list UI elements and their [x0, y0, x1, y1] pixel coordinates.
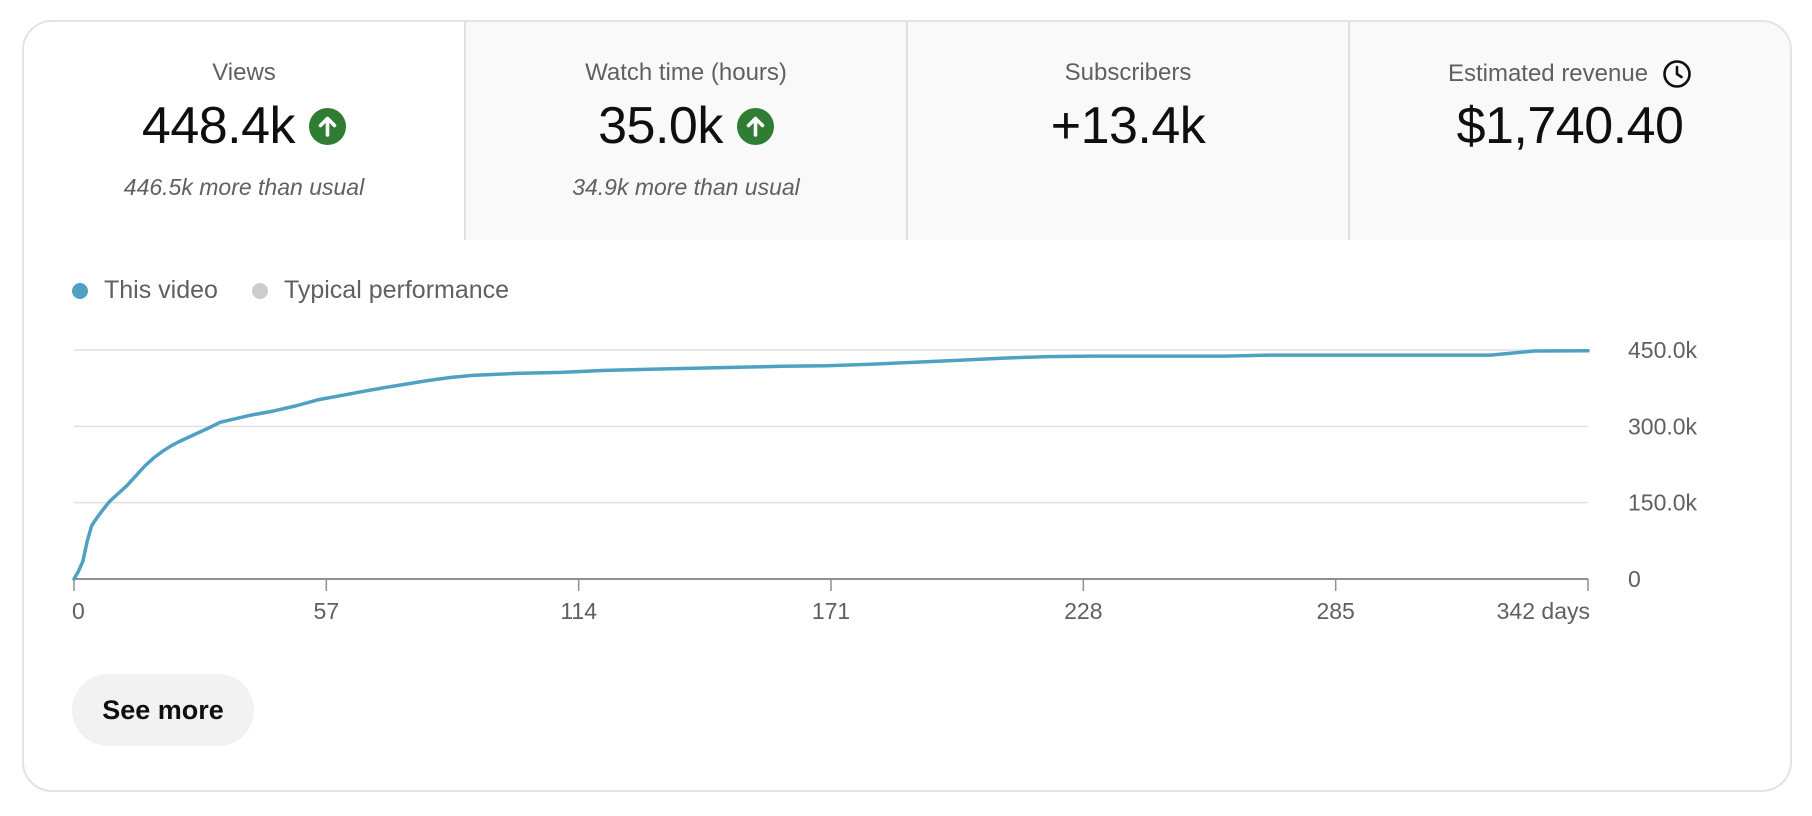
legend-label: Typical performance	[283, 276, 510, 304]
metrics-row: Views 448.4k 446.5k more than usual Watc…	[24, 22, 1790, 240]
metric-title: Views	[212, 59, 276, 86]
metric-value: $1,740.40	[1350, 96, 1790, 156]
metric-title: Subscribers	[1064, 59, 1192, 86]
x-tick-label: 114	[560, 598, 597, 624]
series-line-this-video	[72, 349, 1590, 581]
clock-icon	[1662, 59, 1692, 89]
x-tick-label: 342 days	[1497, 598, 1590, 624]
metric-value: +13.4k	[908, 96, 1348, 156]
legend-item-typical[interactable]: Typical performance	[251, 276, 510, 305]
x-tick-label: 285	[1316, 598, 1354, 624]
metric-value: 448.4k	[24, 96, 464, 156]
legend-label: This video	[104, 276, 218, 304]
metric-value-text: $1,740.40	[1456, 97, 1684, 155]
x-tick-label: 228	[1064, 598, 1102, 624]
arrow-up-icon	[736, 107, 774, 145]
metric-tab-views[interactable]: Views 448.4k 446.5k more than usual	[24, 22, 464, 240]
metric-tab-subscribers[interactable]: Subscribers +13.4k	[906, 22, 1348, 240]
analytics-card: Views 448.4k 446.5k more than usual Watc…	[22, 20, 1792, 792]
legend-dot-this-video	[72, 282, 88, 299]
legend-dot-typical	[251, 282, 268, 299]
metric-value: 35.0k	[466, 96, 906, 156]
metric-title: Watch time (hours)	[585, 59, 787, 86]
chart-legend: This video Typical performance	[72, 276, 543, 305]
metric-value-text: +13.4k	[1050, 97, 1206, 155]
metric-value-text: 35.0k	[598, 97, 723, 155]
metric-comparison: 446.5k more than usual	[123, 174, 365, 200]
x-tick-label: 0	[72, 598, 85, 624]
arrow-up-icon	[309, 107, 347, 145]
y-tick-label: 450.0k	[1628, 337, 1698, 363]
metric-tab-watch-time[interactable]: Watch time (hours) 35.0k 34.9k more than…	[464, 22, 906, 240]
x-tick-label: 171	[812, 598, 850, 624]
metric-title: Estimated revenue	[1350, 59, 1790, 89]
y-tick-label: 150.0k	[1628, 490, 1698, 516]
views-line-chart: 0 150.0k 300.0k 450.0k 0 57 114 171 228 285 342 da…	[72, 337, 1698, 624]
see-more-button[interactable]: See more	[72, 674, 254, 746]
y-tick-label: 300.0k	[1628, 413, 1698, 439]
metric-comparison: 34.9k more than usual	[572, 174, 800, 200]
x-tick-label: 57	[314, 598, 340, 624]
y-tick-label: 0	[1628, 566, 1641, 592]
metric-value-text: 448.4k	[141, 97, 296, 155]
metric-tab-estimated-revenue[interactable]: Estimated revenue $1,740.40	[1348, 22, 1790, 240]
legend-item-this-video[interactable]: This video	[72, 276, 218, 305]
